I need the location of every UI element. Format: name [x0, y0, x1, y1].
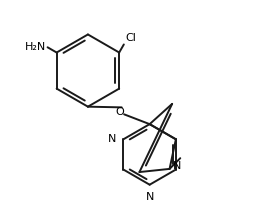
Text: N: N — [108, 134, 116, 144]
Text: H₂N: H₂N — [25, 42, 46, 52]
Text: O: O — [115, 107, 124, 118]
Text: N: N — [145, 192, 154, 202]
Text: Cl: Cl — [125, 33, 136, 43]
Text: N: N — [173, 161, 181, 171]
